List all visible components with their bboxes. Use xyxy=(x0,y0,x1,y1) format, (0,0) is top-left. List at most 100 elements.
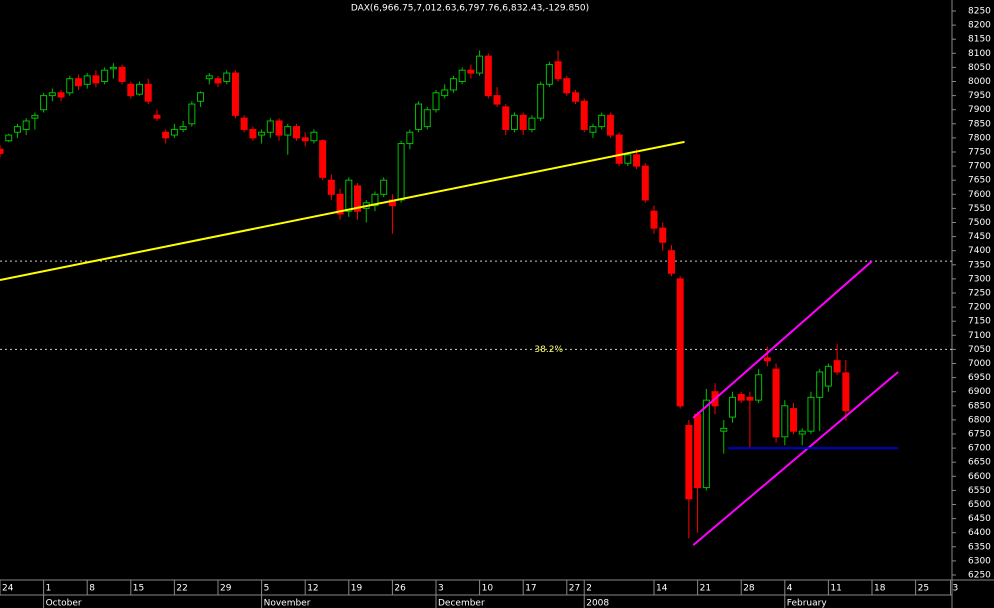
x-tick-label: 15 xyxy=(133,584,144,594)
y-tick-label: 6300 xyxy=(968,556,991,566)
y-tick-label: 7750 xyxy=(968,148,991,158)
x-tick-label: 21 xyxy=(700,584,711,594)
candle-body xyxy=(310,131,318,142)
trend-line xyxy=(692,260,873,419)
x-tick-label: 12 xyxy=(307,584,318,594)
candle-body xyxy=(423,109,431,128)
candle-body xyxy=(74,78,82,87)
trend-line xyxy=(692,371,899,546)
candle-body xyxy=(781,405,789,438)
candle-body xyxy=(441,89,449,97)
candle-body xyxy=(606,114,614,136)
y-tick-label: 6250 xyxy=(968,571,991,581)
candle-body xyxy=(327,179,335,195)
candle-body xyxy=(580,100,588,130)
candle-body xyxy=(66,78,74,94)
candle-body xyxy=(371,193,379,207)
y-tick-label: 7150 xyxy=(968,317,991,327)
y-tick-label: 8000 xyxy=(968,77,991,87)
x-tick-label: 17 xyxy=(525,584,536,594)
y-tick-label: 7250 xyxy=(968,289,991,299)
y-tick-label: 7900 xyxy=(968,105,991,115)
y-tick-label: 7050 xyxy=(968,345,991,355)
candle-body xyxy=(633,154,641,167)
x-tick-label: 22 xyxy=(176,584,187,594)
candle-body xyxy=(275,120,283,136)
candle-body xyxy=(92,75,100,84)
candle-body xyxy=(667,250,675,274)
y-tick-label: 7650 xyxy=(968,176,991,186)
candle-body xyxy=(467,69,475,74)
y-tick-label: 8150 xyxy=(968,35,991,45)
candle-body xyxy=(345,179,353,212)
candle-body xyxy=(755,374,763,401)
candle-body xyxy=(807,396,815,432)
y-tick-label: 6950 xyxy=(968,373,991,383)
candle-body xyxy=(554,61,562,80)
candle-body xyxy=(694,413,702,489)
month-label: 2008 xyxy=(586,599,609,608)
y-tick-label: 7200 xyxy=(968,303,991,313)
y-tick-label: 7000 xyxy=(968,359,991,369)
candle-body xyxy=(484,55,492,97)
candle-body xyxy=(519,114,527,130)
y-tick-label: 7800 xyxy=(968,133,991,143)
x-tick-label: 1 xyxy=(46,584,52,594)
y-tick-label: 7500 xyxy=(968,218,991,228)
candle-body xyxy=(197,92,205,102)
x-tick-label: 8 xyxy=(89,584,95,594)
candle-body xyxy=(833,360,841,373)
candle-body xyxy=(842,372,850,412)
candle-body xyxy=(22,120,30,130)
candle-body xyxy=(231,72,239,116)
candle-body xyxy=(336,193,344,215)
candle-body xyxy=(258,131,266,136)
candle-body xyxy=(659,227,667,243)
y-tick-label: 8050 xyxy=(968,63,991,73)
candle-body xyxy=(537,83,545,119)
candle-body xyxy=(685,425,693,500)
candle-body xyxy=(528,117,536,130)
x-tick-label: 11 xyxy=(830,584,841,594)
y-tick-label: 6800 xyxy=(968,415,991,425)
candle-body xyxy=(249,128,257,139)
candle-body xyxy=(563,78,571,94)
x-tick-label: 3 xyxy=(438,584,444,594)
candle-body xyxy=(354,185,362,212)
candle-body xyxy=(702,399,710,489)
candle-body xyxy=(57,92,65,98)
candle-body xyxy=(40,95,48,111)
candle-body xyxy=(676,278,684,407)
y-tick-label: 6500 xyxy=(968,500,991,510)
candle-body xyxy=(545,64,553,85)
x-tick-label: 18 xyxy=(874,584,886,594)
candle-body xyxy=(319,140,327,178)
x-tick-label: 4 xyxy=(787,584,793,594)
x-tick-label: 2 xyxy=(586,584,592,594)
level-label: 38.2% xyxy=(534,345,563,355)
y-tick-label: 7550 xyxy=(968,204,991,214)
candle-body xyxy=(101,69,109,83)
candle-body xyxy=(720,427,728,432)
y-tick-label: 8250 xyxy=(968,7,991,17)
chart-title: DAX(6,966.75,7,012.63,6,797.76,6,832.43,… xyxy=(351,4,589,14)
x-tick-label: 10 xyxy=(482,584,494,594)
x-tick-label: 5 xyxy=(264,584,270,594)
candle-body xyxy=(380,179,388,195)
candle-body xyxy=(136,83,144,95)
y-tick-label: 7100 xyxy=(968,331,991,341)
candle-body xyxy=(31,114,39,119)
candle-body xyxy=(737,394,745,401)
y-tick-label: 7350 xyxy=(968,260,991,270)
candle-body xyxy=(598,114,606,128)
y-tick-label: 7950 xyxy=(968,91,991,101)
y-tick-label: 7700 xyxy=(968,162,991,172)
month-label: November xyxy=(264,599,311,608)
candle-body xyxy=(266,120,274,133)
candle-body xyxy=(728,396,736,418)
month-label: December xyxy=(438,599,485,608)
x-tick-label: 26 xyxy=(394,584,406,594)
x-tick-label: 24 xyxy=(2,584,14,594)
trend-line xyxy=(0,140,685,282)
